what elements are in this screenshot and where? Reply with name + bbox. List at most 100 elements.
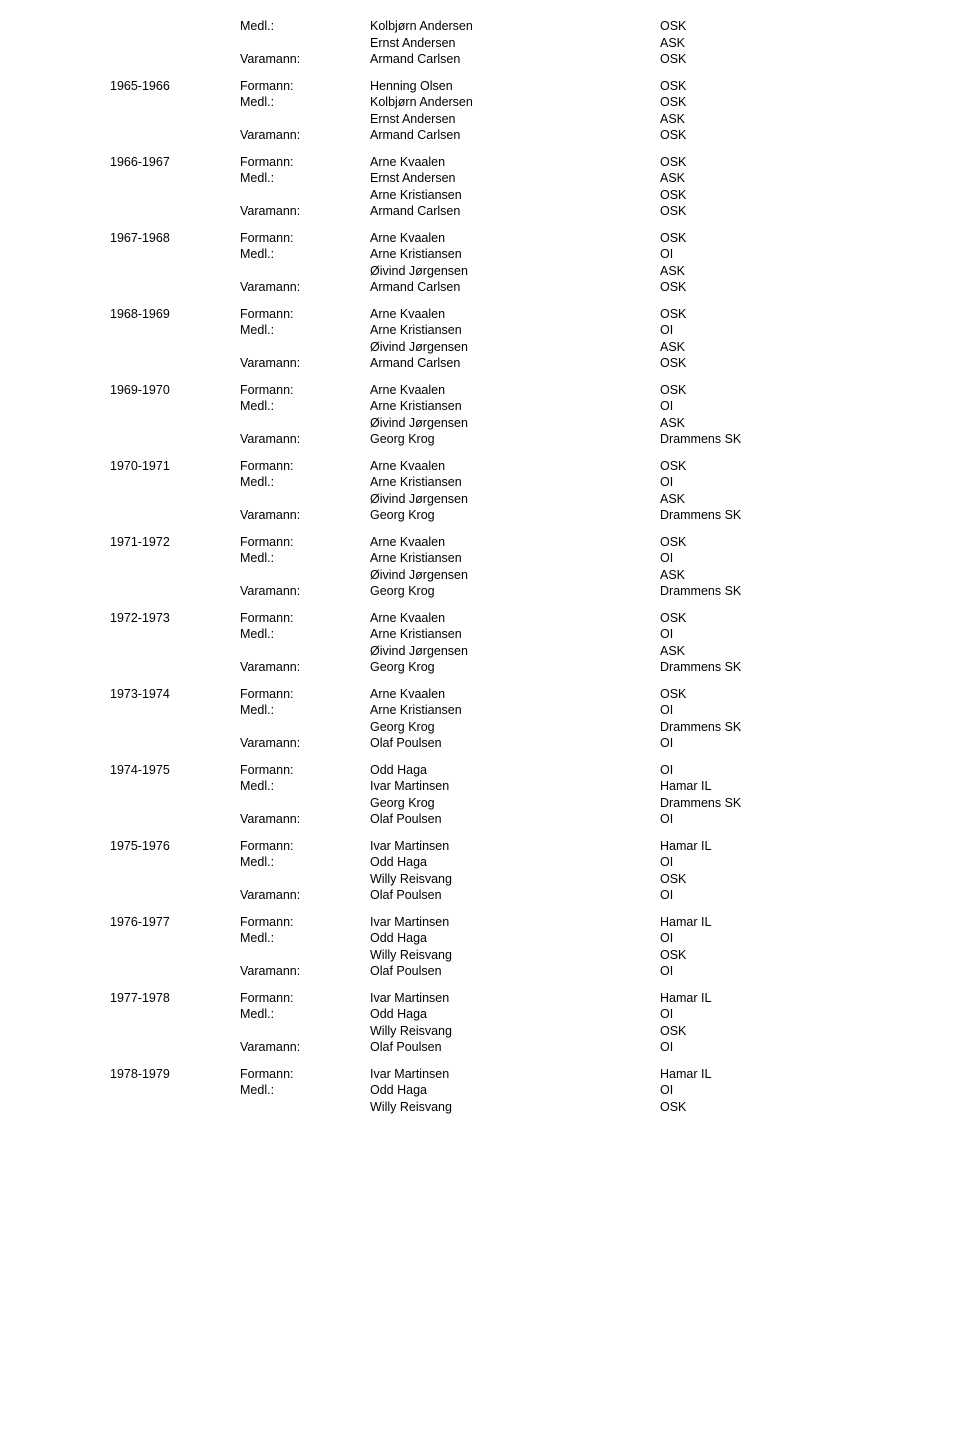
- club-cell: Drammens SK: [660, 795, 900, 812]
- club-cell: OSK: [660, 51, 900, 68]
- role-cell: [240, 643, 370, 660]
- name-cell: Arne Kristiansen: [370, 246, 660, 263]
- table-row: Willy ReisvangOSK: [110, 1099, 900, 1116]
- club-cell: OSK: [660, 306, 900, 323]
- club-cell: OSK: [660, 154, 900, 171]
- year-cell: 1978-1979: [110, 1066, 240, 1083]
- club-cell: Hamar IL: [660, 778, 900, 795]
- club-cell: ASK: [660, 643, 900, 660]
- name-cell: Willy Reisvang: [370, 947, 660, 964]
- name-cell: Arne Kristiansen: [370, 322, 660, 339]
- table-row: Varamann:Armand CarlsenOSK: [110, 127, 900, 144]
- club-cell: OI: [660, 963, 900, 980]
- club-cell: OSK: [660, 686, 900, 703]
- table-row: Varamann:Armand CarlsenOSK: [110, 51, 900, 68]
- name-cell: Ernst Andersen: [370, 35, 660, 52]
- table-row: Varamann:Georg KrogDrammens SK: [110, 431, 900, 448]
- club-cell: OSK: [660, 871, 900, 888]
- table-row: 1972-1973Formann:Arne KvaalenOSK: [110, 610, 900, 627]
- role-cell: Medl.:: [240, 322, 370, 339]
- period-block: 1966-1967Formann:Arne KvaalenOSKMedl.:Er…: [110, 154, 900, 220]
- name-cell: Øivind Jørgensen: [370, 263, 660, 280]
- year-cell: 1973-1974: [110, 686, 240, 703]
- name-cell: Arne Kvaalen: [370, 306, 660, 323]
- period-block: 1970-1971Formann:Arne KvaalenOSKMedl.:Ar…: [110, 458, 900, 524]
- name-cell: Arne Kristiansen: [370, 550, 660, 567]
- year-cell: [110, 339, 240, 356]
- year-cell: [110, 1006, 240, 1023]
- role-cell: Formann:: [240, 458, 370, 475]
- table-row: Varamann:Olaf PoulsenOI: [110, 735, 900, 752]
- club-cell: ASK: [660, 339, 900, 356]
- club-cell: ASK: [660, 111, 900, 128]
- name-cell: Olaf Poulsen: [370, 963, 660, 980]
- table-row: Varamann:Georg KrogDrammens SK: [110, 507, 900, 524]
- name-cell: Ivar Martinsen: [370, 838, 660, 855]
- name-cell: Ernst Andersen: [370, 170, 660, 187]
- name-cell: Øivind Jørgensen: [370, 415, 660, 432]
- club-cell: Drammens SK: [660, 659, 900, 676]
- year-cell: [110, 415, 240, 432]
- table-row: Medl.:Arne KristiansenOI: [110, 246, 900, 263]
- role-cell: [240, 1099, 370, 1116]
- table-row: 1975-1976Formann:Ivar MartinsenHamar IL: [110, 838, 900, 855]
- table-row: Varamann:Olaf PoulsenOI: [110, 887, 900, 904]
- club-cell: OI: [660, 474, 900, 491]
- table-row: Arne KristiansenOSK: [110, 187, 900, 204]
- role-cell: Medl.:: [240, 18, 370, 35]
- year-cell: [110, 94, 240, 111]
- club-cell: OSK: [660, 458, 900, 475]
- table-row: Medl.:Kolbjørn AndersenOSK: [110, 18, 900, 35]
- club-cell: Hamar IL: [660, 1066, 900, 1083]
- year-cell: [110, 355, 240, 372]
- name-cell: Georg Krog: [370, 659, 660, 676]
- name-cell: Henning Olsen: [370, 78, 660, 95]
- name-cell: Arne Kristiansen: [370, 702, 660, 719]
- club-cell: Drammens SK: [660, 719, 900, 736]
- table-row: Willy ReisvangOSK: [110, 947, 900, 964]
- table-row: Varamann:Olaf PoulsenOI: [110, 963, 900, 980]
- name-cell: Ivar Martinsen: [370, 990, 660, 1007]
- club-cell: OI: [660, 1082, 900, 1099]
- year-cell: 1969-1970: [110, 382, 240, 399]
- table-row: 1974-1975Formann:Odd HagaOI: [110, 762, 900, 779]
- club-cell: Drammens SK: [660, 583, 900, 600]
- club-cell: OSK: [660, 1099, 900, 1116]
- year-cell: [110, 887, 240, 904]
- name-cell: Arne Kvaalen: [370, 534, 660, 551]
- role-cell: Formann:: [240, 610, 370, 627]
- table-row: Medl.:Arne KristiansenOI: [110, 322, 900, 339]
- role-cell: Varamann:: [240, 51, 370, 68]
- period-block: 1968-1969Formann:Arne KvaalenOSKMedl.:Ar…: [110, 306, 900, 372]
- name-cell: Arne Kvaalen: [370, 610, 660, 627]
- year-cell: [110, 567, 240, 584]
- club-cell: OI: [660, 811, 900, 828]
- name-cell: Odd Haga: [370, 762, 660, 779]
- period-block: Medl.:Kolbjørn AndersenOSKErnst Andersen…: [110, 18, 900, 68]
- table-row: Ernst AndersenASK: [110, 35, 900, 52]
- club-cell: OSK: [660, 127, 900, 144]
- role-cell: Varamann:: [240, 887, 370, 904]
- role-cell: Varamann:: [240, 659, 370, 676]
- club-cell: Hamar IL: [660, 990, 900, 1007]
- period-block: 1977-1978Formann:Ivar MartinsenHamar ILM…: [110, 990, 900, 1056]
- club-cell: OSK: [660, 355, 900, 372]
- name-cell: Arne Kvaalen: [370, 230, 660, 247]
- table-row: Medl.:Arne KristiansenOI: [110, 702, 900, 719]
- name-cell: Arne Kristiansen: [370, 187, 660, 204]
- period-block: 1976-1977Formann:Ivar MartinsenHamar ILM…: [110, 914, 900, 980]
- year-cell: [110, 507, 240, 524]
- club-cell: OSK: [660, 18, 900, 35]
- club-cell: ASK: [660, 170, 900, 187]
- club-cell: OI: [660, 398, 900, 415]
- table-row: Medl.:Odd HagaOI: [110, 1006, 900, 1023]
- year-cell: [110, 170, 240, 187]
- year-cell: 1966-1967: [110, 154, 240, 171]
- role-cell: Formann:: [240, 230, 370, 247]
- year-cell: [110, 583, 240, 600]
- year-cell: 1974-1975: [110, 762, 240, 779]
- name-cell: Georg Krog: [370, 431, 660, 448]
- table-row: Medl.:Odd HagaOI: [110, 854, 900, 871]
- name-cell: Arne Kristiansen: [370, 474, 660, 491]
- period-block: 1974-1975Formann:Odd HagaOIMedl.:Ivar Ma…: [110, 762, 900, 828]
